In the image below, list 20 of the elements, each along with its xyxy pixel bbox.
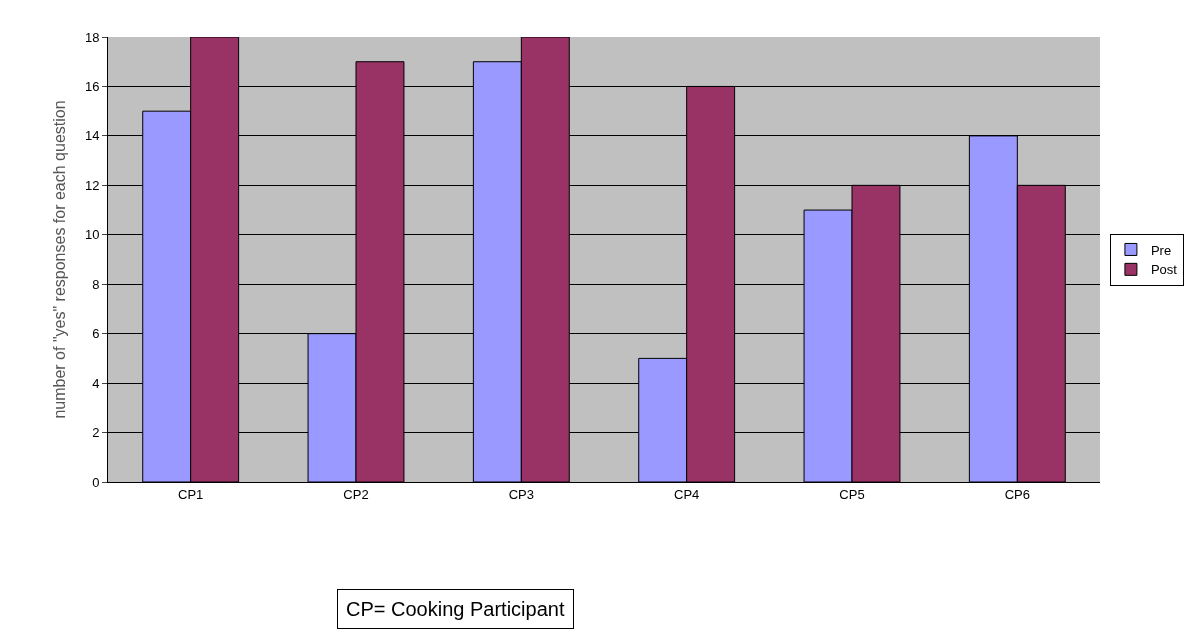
x-tick-label: CP1 [178,486,204,502]
x-tick-label: CP5 [839,486,865,502]
y-axis-title: number of "yes" responses for each question [50,100,68,419]
y-tick-label: 14 [84,128,100,144]
y-tick-label: 10 [84,227,100,243]
text: CP= Cooking Participant [346,598,565,620]
legend-label: Post [1150,262,1178,278]
y-tick-label: 0 [92,474,100,490]
y-tick-label: 12 [84,177,100,193]
x-tick-label: CP6 [1004,486,1030,502]
legend-label: Pre [1150,242,1172,258]
x-tick-label: CP3 [508,486,534,502]
x-tick-label: CP2 [343,486,369,502]
y-tick-label: 4 [92,375,100,391]
y-tick-label: 8 [92,276,100,292]
y-tick-label: 6 [92,326,100,342]
x-tick-label: CP4 [674,486,700,502]
y-tick-label: 16 [84,78,100,94]
y-tick-label: 2 [92,425,100,441]
y-tick-label: 18 [84,29,100,45]
